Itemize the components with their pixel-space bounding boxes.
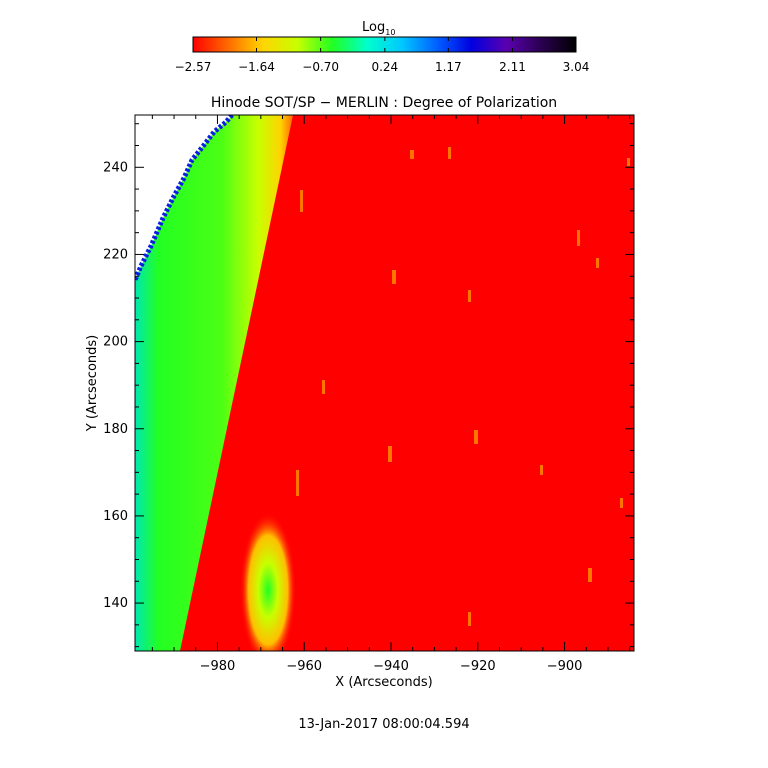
y-tick-label: 200 [103,335,128,350]
x-tick-label: −920 [460,659,496,674]
colorbar-tick: −1.64 [238,37,275,74]
y-tick: 140 [103,596,634,611]
timestamp: 13-Jan-2017 08:00:04.594 [298,717,469,732]
x-tick: −980 [200,115,236,674]
chart-title: Hinode SOT/SP − MERLIN : Degree of Polar… [211,95,557,111]
colorbar-tick-label: 0.24 [371,60,398,74]
y-tick-label: 220 [103,247,128,262]
x-tick-label: −980 [200,659,236,674]
y-tick: 180 [103,422,634,437]
colorbar-label-main: Log [362,20,385,35]
colorbar-tick: 1.17 [435,37,462,74]
x-tick: −900 [547,115,583,674]
x-tick-label: −900 [547,659,583,674]
colorbar-tick-label: −2.57 [175,60,212,74]
colorbar: Log10 −2.57 −1.64 −0.70 0.24 1.17 2.11 3.04 [175,20,590,74]
colorbar-tick-label: −1.64 [238,60,275,74]
y-tick: 200 [103,335,634,350]
y-tick-label: 180 [103,422,128,437]
heatmap-offlimb-region [135,115,232,280]
y-tick: 240 [103,160,634,175]
plot-frame [134,114,635,652]
y-tick: 220 [103,247,634,262]
y-tick-label: 160 [103,509,128,524]
x-tick: −940 [373,115,409,674]
x-tick: −920 [460,115,496,674]
colorbar-tick: 3.04 [563,37,590,74]
x-tick: −960 [286,115,322,674]
heatmap-limb-band [135,115,293,651]
colorbar-ticks: −2.57 −1.64 −0.70 0.24 1.17 2.11 3.04 [175,37,590,74]
y-tick: 160 [103,509,634,524]
colorbar-tick-label: 2.11 [499,60,526,74]
colorbar-tick: −2.57 [175,37,212,74]
x-tick-label: −960 [286,659,322,674]
heatmap-speckles [296,147,630,626]
y-axis-label: Y (Arcseconds) [85,335,100,432]
y-tick-label: 240 [103,160,128,175]
colorbar-label-subscript: 10 [385,28,395,37]
colorbar-tick-label: 1.17 [435,60,462,74]
colorbar-tick: 0.24 [371,37,398,74]
y-axis: 140 160 180 200 220 240 [103,123,634,648]
y-tick-label: 140 [103,596,128,611]
heatmap-bright-patch [240,512,296,651]
heatmap-limb-edge [135,115,234,281]
colorbar-label: Log10 [362,20,395,37]
colorbar-tick-label: 3.04 [563,60,590,74]
colorbar-tick: 2.11 [499,37,526,74]
heatmap [135,115,634,651]
colorbar-tick-label: −0.70 [302,60,339,74]
colorbar-tick: −0.70 [302,37,339,74]
x-axis-label: X (Arcseconds) [335,675,432,690]
x-tick-label: −940 [373,659,409,674]
x-axis: −980 −960 −940 −920 −900 [151,115,631,674]
